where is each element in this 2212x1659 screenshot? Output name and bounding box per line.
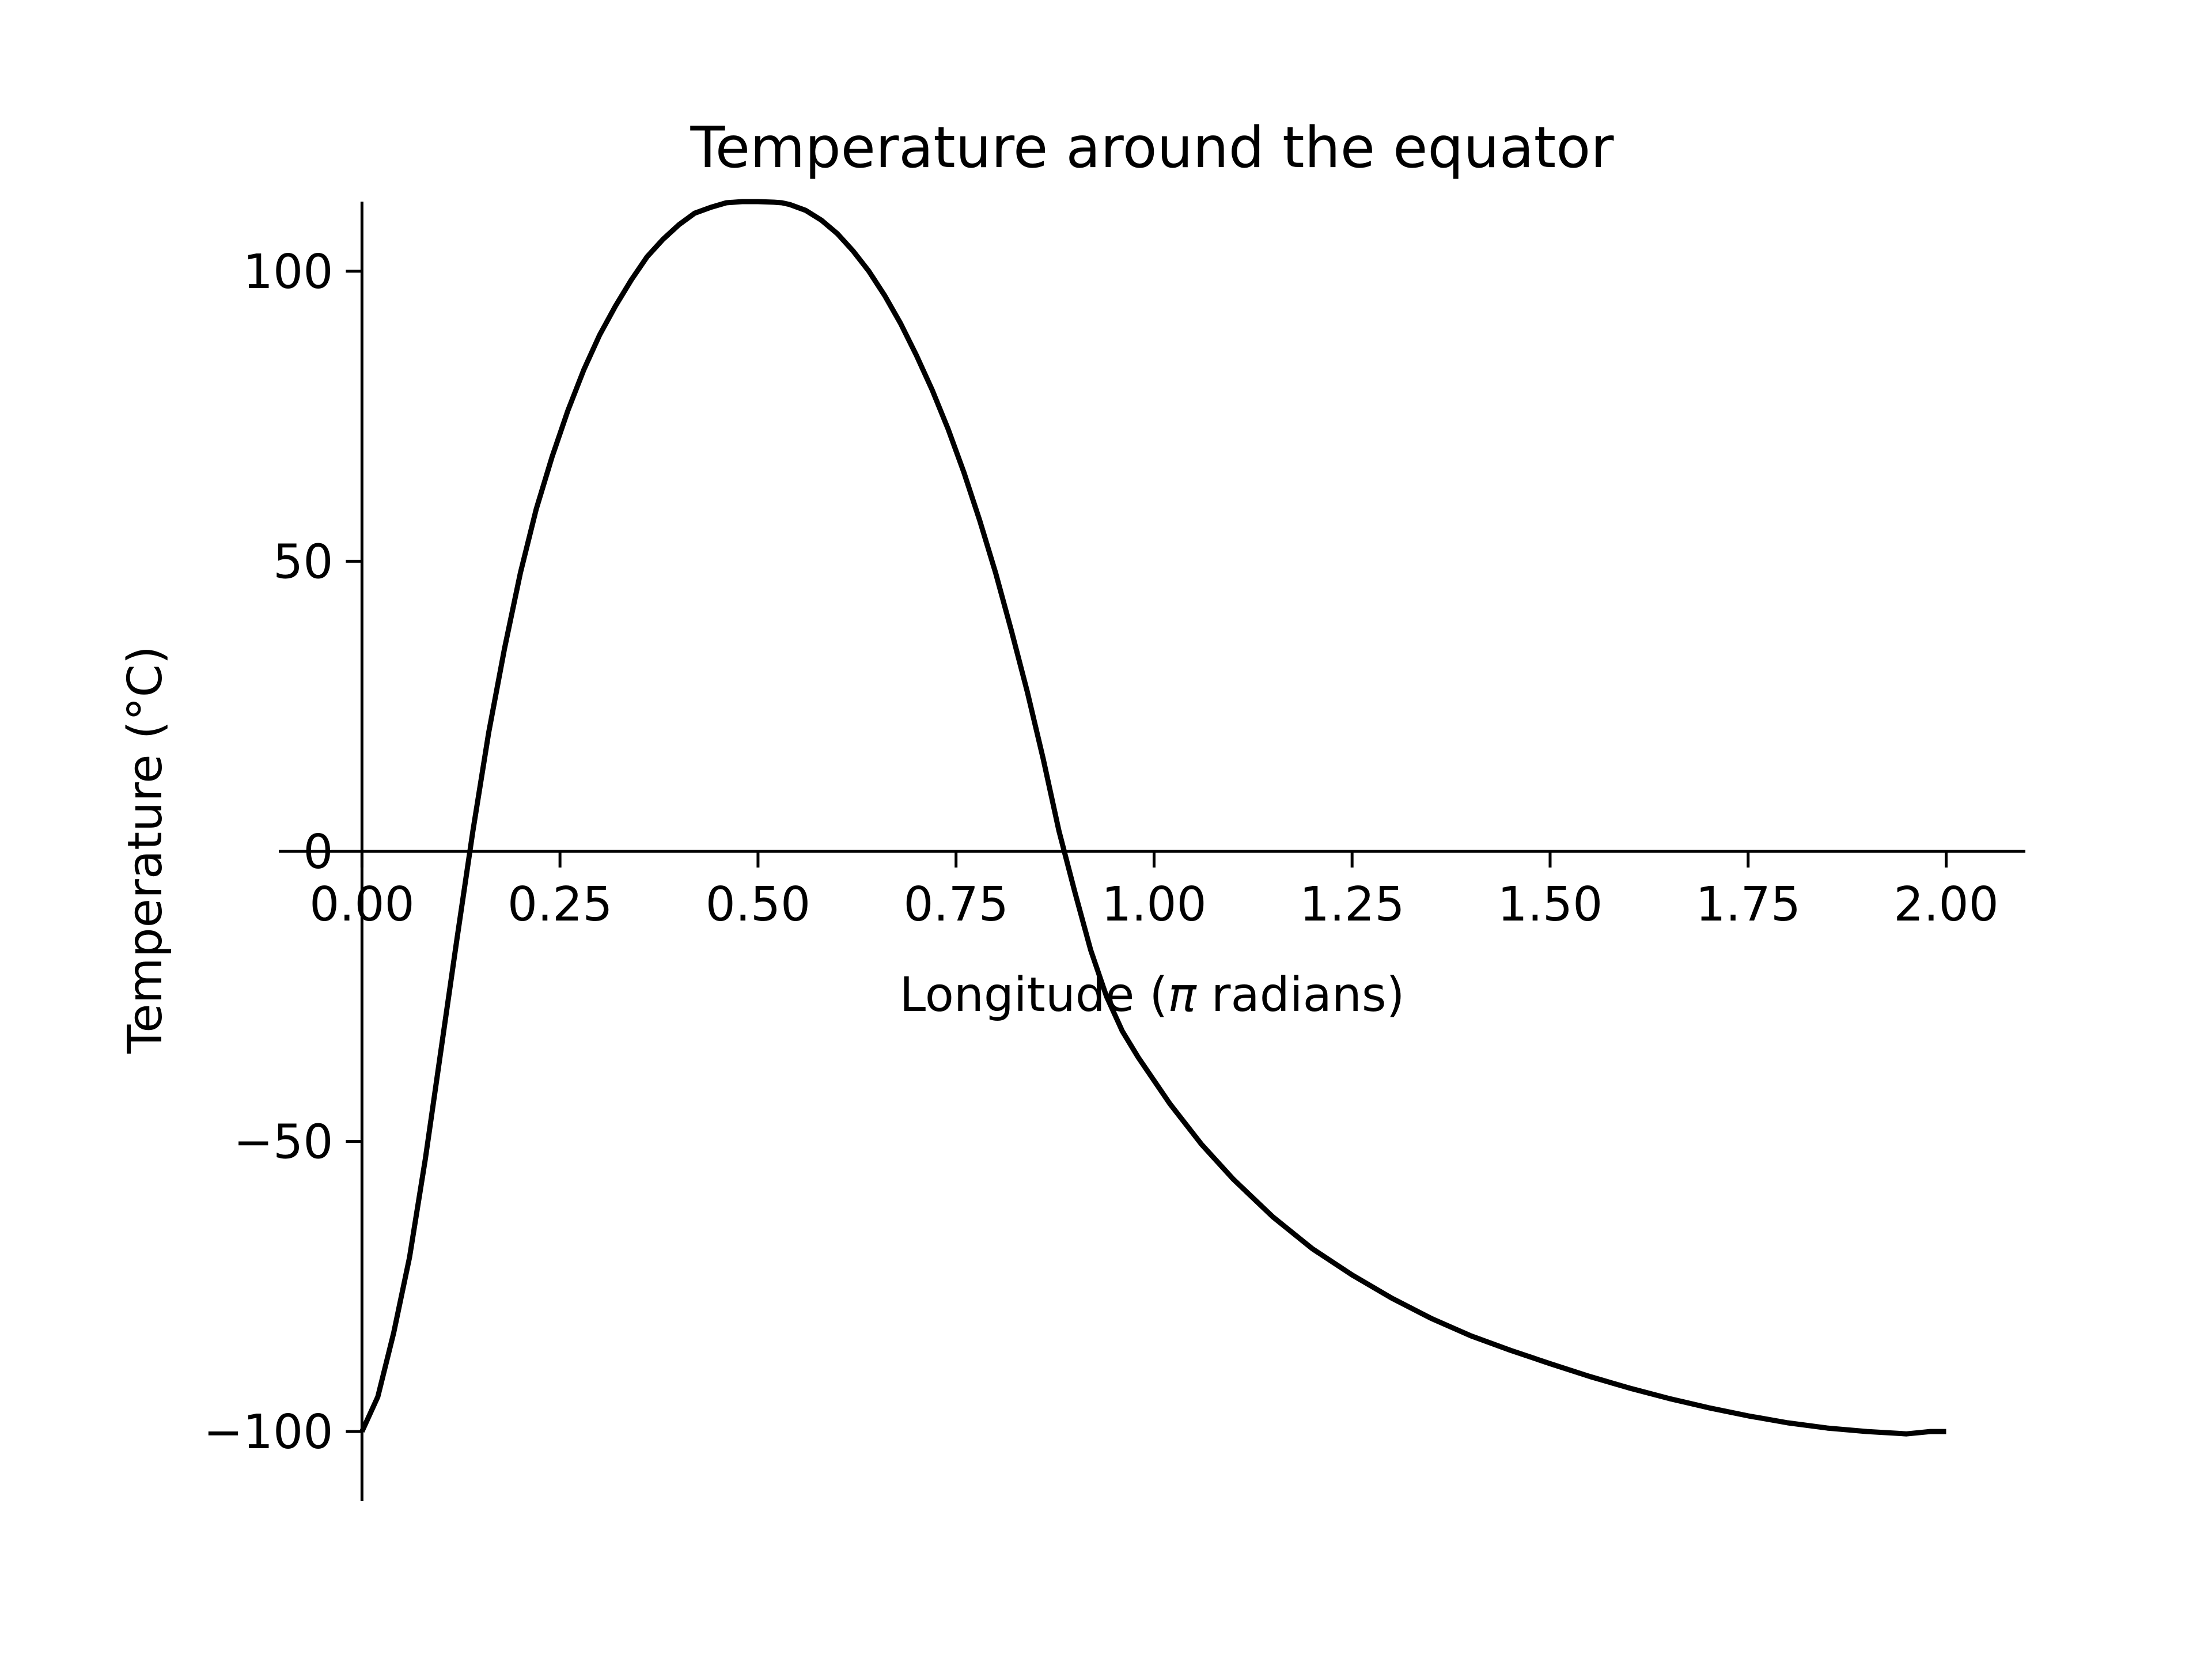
x-tick-label: 0.75 — [903, 877, 1009, 932]
x-tick-label: 1.00 — [1101, 877, 1207, 932]
x-axis-label: Longitude (π radians) — [899, 968, 1404, 1022]
axes — [279, 202, 2025, 1501]
x-tick-label: 0.50 — [706, 877, 811, 932]
y-tick-label: 100 — [243, 245, 334, 300]
x-axis-label-prefix: Longitude ( — [899, 968, 1168, 1022]
x-tick-label: 1.25 — [1300, 877, 1405, 932]
x-tick-label: 1.75 — [1695, 877, 1801, 932]
y-tick-label: −100 — [203, 1405, 333, 1460]
ticks: 0.00 0.25 0.50 0.75 1.00 1.25 1.50 1.75 2.00 −100… — [203, 245, 1999, 1460]
y-tick-label: 50 — [273, 535, 333, 589]
chart-title: Temperature around the equator — [690, 115, 1615, 181]
x-tick-label: 0.25 — [507, 877, 613, 932]
x-tick-label: 1.50 — [1498, 877, 1603, 932]
x-axis-label-suffix: radians) — [1196, 968, 1405, 1022]
x-tick-label: 0.00 — [309, 877, 415, 932]
y-tick-label: 0 — [303, 825, 333, 880]
series-line — [359, 199, 1946, 1437]
series-layer — [359, 199, 1946, 1437]
y-axis-label: Temperature (°C) — [118, 646, 173, 1054]
x-tick-label: 2.00 — [1893, 877, 1999, 932]
x-axis-label-pi: π — [1168, 968, 1197, 1022]
y-tick-label: −50 — [233, 1115, 333, 1170]
